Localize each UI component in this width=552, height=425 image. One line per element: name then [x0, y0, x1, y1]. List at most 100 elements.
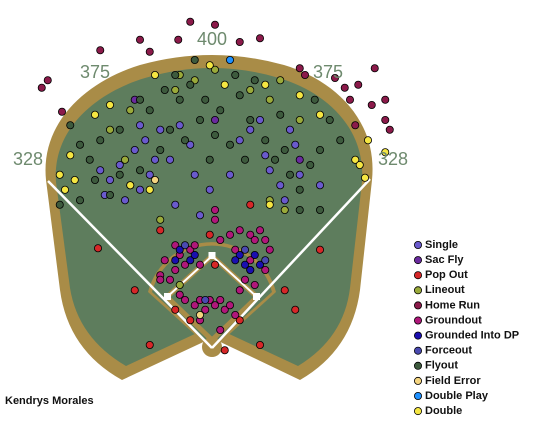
- hit-point: [121, 196, 130, 205]
- hit-point: [250, 76, 259, 85]
- hit-point: [381, 148, 390, 157]
- hit-point: [205, 185, 214, 194]
- hit-point: [261, 256, 270, 265]
- legend-label: Grounded Into DP: [425, 330, 519, 342]
- hit-point: [66, 121, 75, 130]
- hit-point: [205, 61, 214, 70]
- hit-point: [141, 136, 150, 145]
- hit-point: [135, 35, 144, 44]
- hit-point: [265, 95, 274, 104]
- hit-point: [295, 205, 304, 214]
- hit-point: [240, 245, 249, 254]
- hit-point: [205, 155, 214, 164]
- hit-point: [235, 286, 244, 295]
- hit-point: [55, 200, 64, 209]
- hit-point: [175, 290, 184, 299]
- hit-point: [246, 230, 255, 239]
- hit-point: [76, 140, 85, 149]
- hit-point: [58, 107, 67, 116]
- hit-point: [175, 280, 184, 289]
- hit-point: [354, 80, 363, 89]
- hit-point: [315, 110, 324, 119]
- hit-point: [246, 125, 255, 134]
- fence-label: 328: [13, 149, 43, 169]
- hit-point: [220, 305, 229, 314]
- hit-point: [306, 160, 315, 169]
- hit-point: [195, 310, 204, 319]
- hit-point: [261, 151, 270, 160]
- hit-point: [94, 244, 103, 253]
- hit-point: [150, 71, 159, 80]
- hit-point: [171, 256, 180, 265]
- hit-point: [201, 305, 210, 314]
- hit-point: [190, 241, 199, 250]
- hit-point: [174, 35, 183, 44]
- legend-swatch: [413, 346, 422, 355]
- hit-point: [363, 136, 372, 145]
- hit-point: [315, 145, 324, 154]
- hit-point: [336, 136, 345, 145]
- hit-point: [171, 200, 180, 209]
- hit-point: [135, 166, 144, 175]
- legend-swatch: [413, 376, 422, 385]
- hit-point: [175, 95, 184, 104]
- hit-point: [276, 110, 285, 119]
- hit-point: [235, 226, 244, 235]
- hit-point: [250, 250, 259, 259]
- hit-point: [106, 101, 115, 110]
- hit-point: [210, 260, 219, 269]
- hit-point: [310, 95, 319, 104]
- hit-point: [106, 175, 115, 184]
- hit-point: [210, 205, 219, 214]
- base: [253, 293, 260, 300]
- hit-point: [210, 215, 219, 224]
- hit-point: [190, 301, 199, 310]
- hit-point: [255, 340, 264, 349]
- hit-point: [261, 136, 270, 145]
- hit-point: [201, 95, 210, 104]
- hit-point: [231, 256, 240, 265]
- hit-point: [126, 106, 135, 115]
- hit-point: [115, 160, 124, 169]
- legend-label: Home Run: [425, 299, 480, 311]
- hit-point: [180, 241, 189, 250]
- hit-point: [61, 185, 70, 194]
- hit-point: [315, 205, 324, 214]
- hit-point: [186, 316, 195, 325]
- legend-label: Pop Out: [425, 269, 468, 281]
- hit-point: [225, 170, 234, 179]
- hit-point: [190, 56, 199, 65]
- hit-point: [160, 256, 169, 265]
- hit-point: [145, 170, 154, 179]
- hit-point: [351, 155, 360, 164]
- hit-point: [210, 130, 219, 139]
- hit-point: [195, 260, 204, 269]
- hit-point: [235, 91, 244, 100]
- hit-point: [300, 71, 309, 80]
- hit-point: [70, 175, 79, 184]
- hit-point: [130, 286, 139, 295]
- hit-point: [280, 286, 289, 295]
- fence-label: 375: [80, 62, 110, 82]
- hit-point: [171, 305, 180, 314]
- hit-point: [280, 205, 289, 214]
- fence-label: 328: [378, 149, 408, 169]
- hit-point: [235, 316, 244, 325]
- hit-point: [231, 245, 240, 254]
- hit-point: [246, 86, 255, 95]
- hit-point: [96, 46, 105, 55]
- hit-point: [135, 121, 144, 130]
- hit-point: [280, 196, 289, 205]
- legend-label: Groundout: [425, 314, 482, 326]
- hit-point: [295, 170, 304, 179]
- hit-point: [171, 265, 180, 274]
- hit-point: [216, 295, 225, 304]
- hit-point: [37, 83, 46, 92]
- hit-point: [165, 125, 174, 134]
- hit-point: [250, 235, 259, 244]
- hit-point: [180, 260, 189, 269]
- hit-point: [225, 140, 234, 149]
- legend-label: Single: [425, 239, 458, 251]
- hit-point: [145, 340, 154, 349]
- hit-point: [66, 151, 75, 160]
